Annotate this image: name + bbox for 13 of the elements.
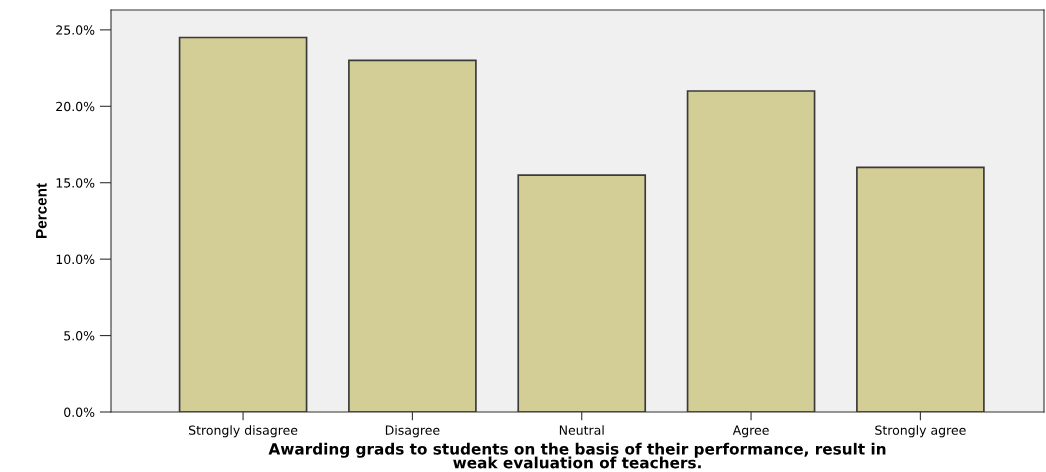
x-tick-label: Neutral — [559, 425, 604, 435]
y-axis-title: Percent — [36, 183, 47, 238]
x-tick-label: Agree — [732, 425, 769, 438]
y-tick-label: 25.0% — [56, 25, 95, 35]
y-tick-label: 0.0% — [64, 407, 95, 417]
x-tick-label: Disagree — [385, 425, 440, 438]
y-tick-label: 15.0% — [56, 178, 95, 188]
y-tick-label: 10.0% — [56, 254, 95, 265]
x-tick-label: Strongly agree — [875, 425, 966, 438]
y-tick-label: 20.0% — [56, 101, 95, 112]
x-tick-label: Strongly disagree — [189, 425, 298, 438]
x-axis-title: Awarding grads to students on the basis of their performance, result in weak evaluation of teachers. — [268, 442, 886, 469]
y-tick-label: 5.0% — [64, 331, 95, 341]
